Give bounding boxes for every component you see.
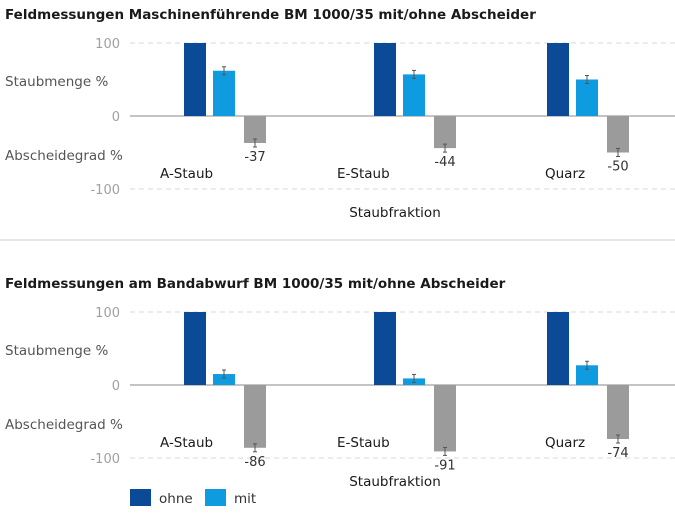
legend-swatch-ohne	[130, 489, 151, 506]
chart-title: Feldmessungen am Bandabwurf BM 1000/35 m…	[5, 276, 506, 292]
legend-label-mit: mit	[234, 491, 256, 507]
bar-ohne	[184, 312, 206, 385]
data-label: -91	[434, 458, 455, 473]
category-label: Quarz	[545, 166, 585, 182]
y-axis-label-top: Staubmenge %	[5, 343, 108, 359]
bar-abscheidegrad	[244, 116, 266, 144]
y-tick-label: -100	[90, 183, 120, 198]
bar-abscheidegrad	[434, 116, 456, 149]
legend-swatch-mit	[205, 489, 226, 506]
data-label: -86	[244, 455, 265, 470]
y-tick-label: 0	[112, 379, 120, 394]
bar-ohne	[547, 312, 569, 385]
chart-title: Feldmessungen Maschinenführende BM 1000/…	[5, 7, 536, 23]
bar-ohne	[374, 43, 396, 116]
data-label: -74	[607, 446, 628, 461]
category-label: A-Staub	[160, 435, 213, 451]
y-tick-label: 0	[112, 110, 120, 125]
bar-abscheidegrad	[607, 116, 629, 153]
bar-abscheidegrad	[434, 385, 456, 452]
bar-mit	[213, 374, 235, 385]
x-axis-label: Staubfraktion	[349, 474, 441, 490]
category-label: Quarz	[545, 435, 585, 451]
category-label: E-Staub	[337, 166, 390, 182]
data-label: -37	[244, 150, 265, 165]
bar-abscheidegrad	[244, 385, 266, 448]
bar-abscheidegrad	[607, 385, 629, 440]
bar-ohne	[184, 43, 206, 116]
y-tick-label: -100	[90, 452, 120, 467]
bar-ohne	[374, 312, 396, 385]
bar-mit	[576, 365, 598, 385]
y-tick-label: 100	[95, 306, 120, 321]
category-label: E-Staub	[337, 435, 390, 451]
category-label: A-Staub	[160, 166, 213, 182]
data-label: -44	[434, 155, 455, 170]
bar-mit	[213, 70, 235, 116]
bar-ohne	[547, 43, 569, 116]
legend-label-ohne: ohne	[159, 491, 193, 507]
bar-mit	[403, 74, 425, 116]
bar-mit	[576, 79, 598, 116]
y-axis-label-bottom: Abscheidegrad %	[5, 417, 123, 433]
x-axis-label: Staubfraktion	[349, 205, 441, 221]
y-axis-label-top: Staubmenge %	[5, 74, 108, 90]
y-axis-label-bottom: Abscheidegrad %	[5, 148, 123, 164]
y-tick-label: 100	[95, 37, 120, 52]
data-label: -50	[607, 160, 628, 175]
